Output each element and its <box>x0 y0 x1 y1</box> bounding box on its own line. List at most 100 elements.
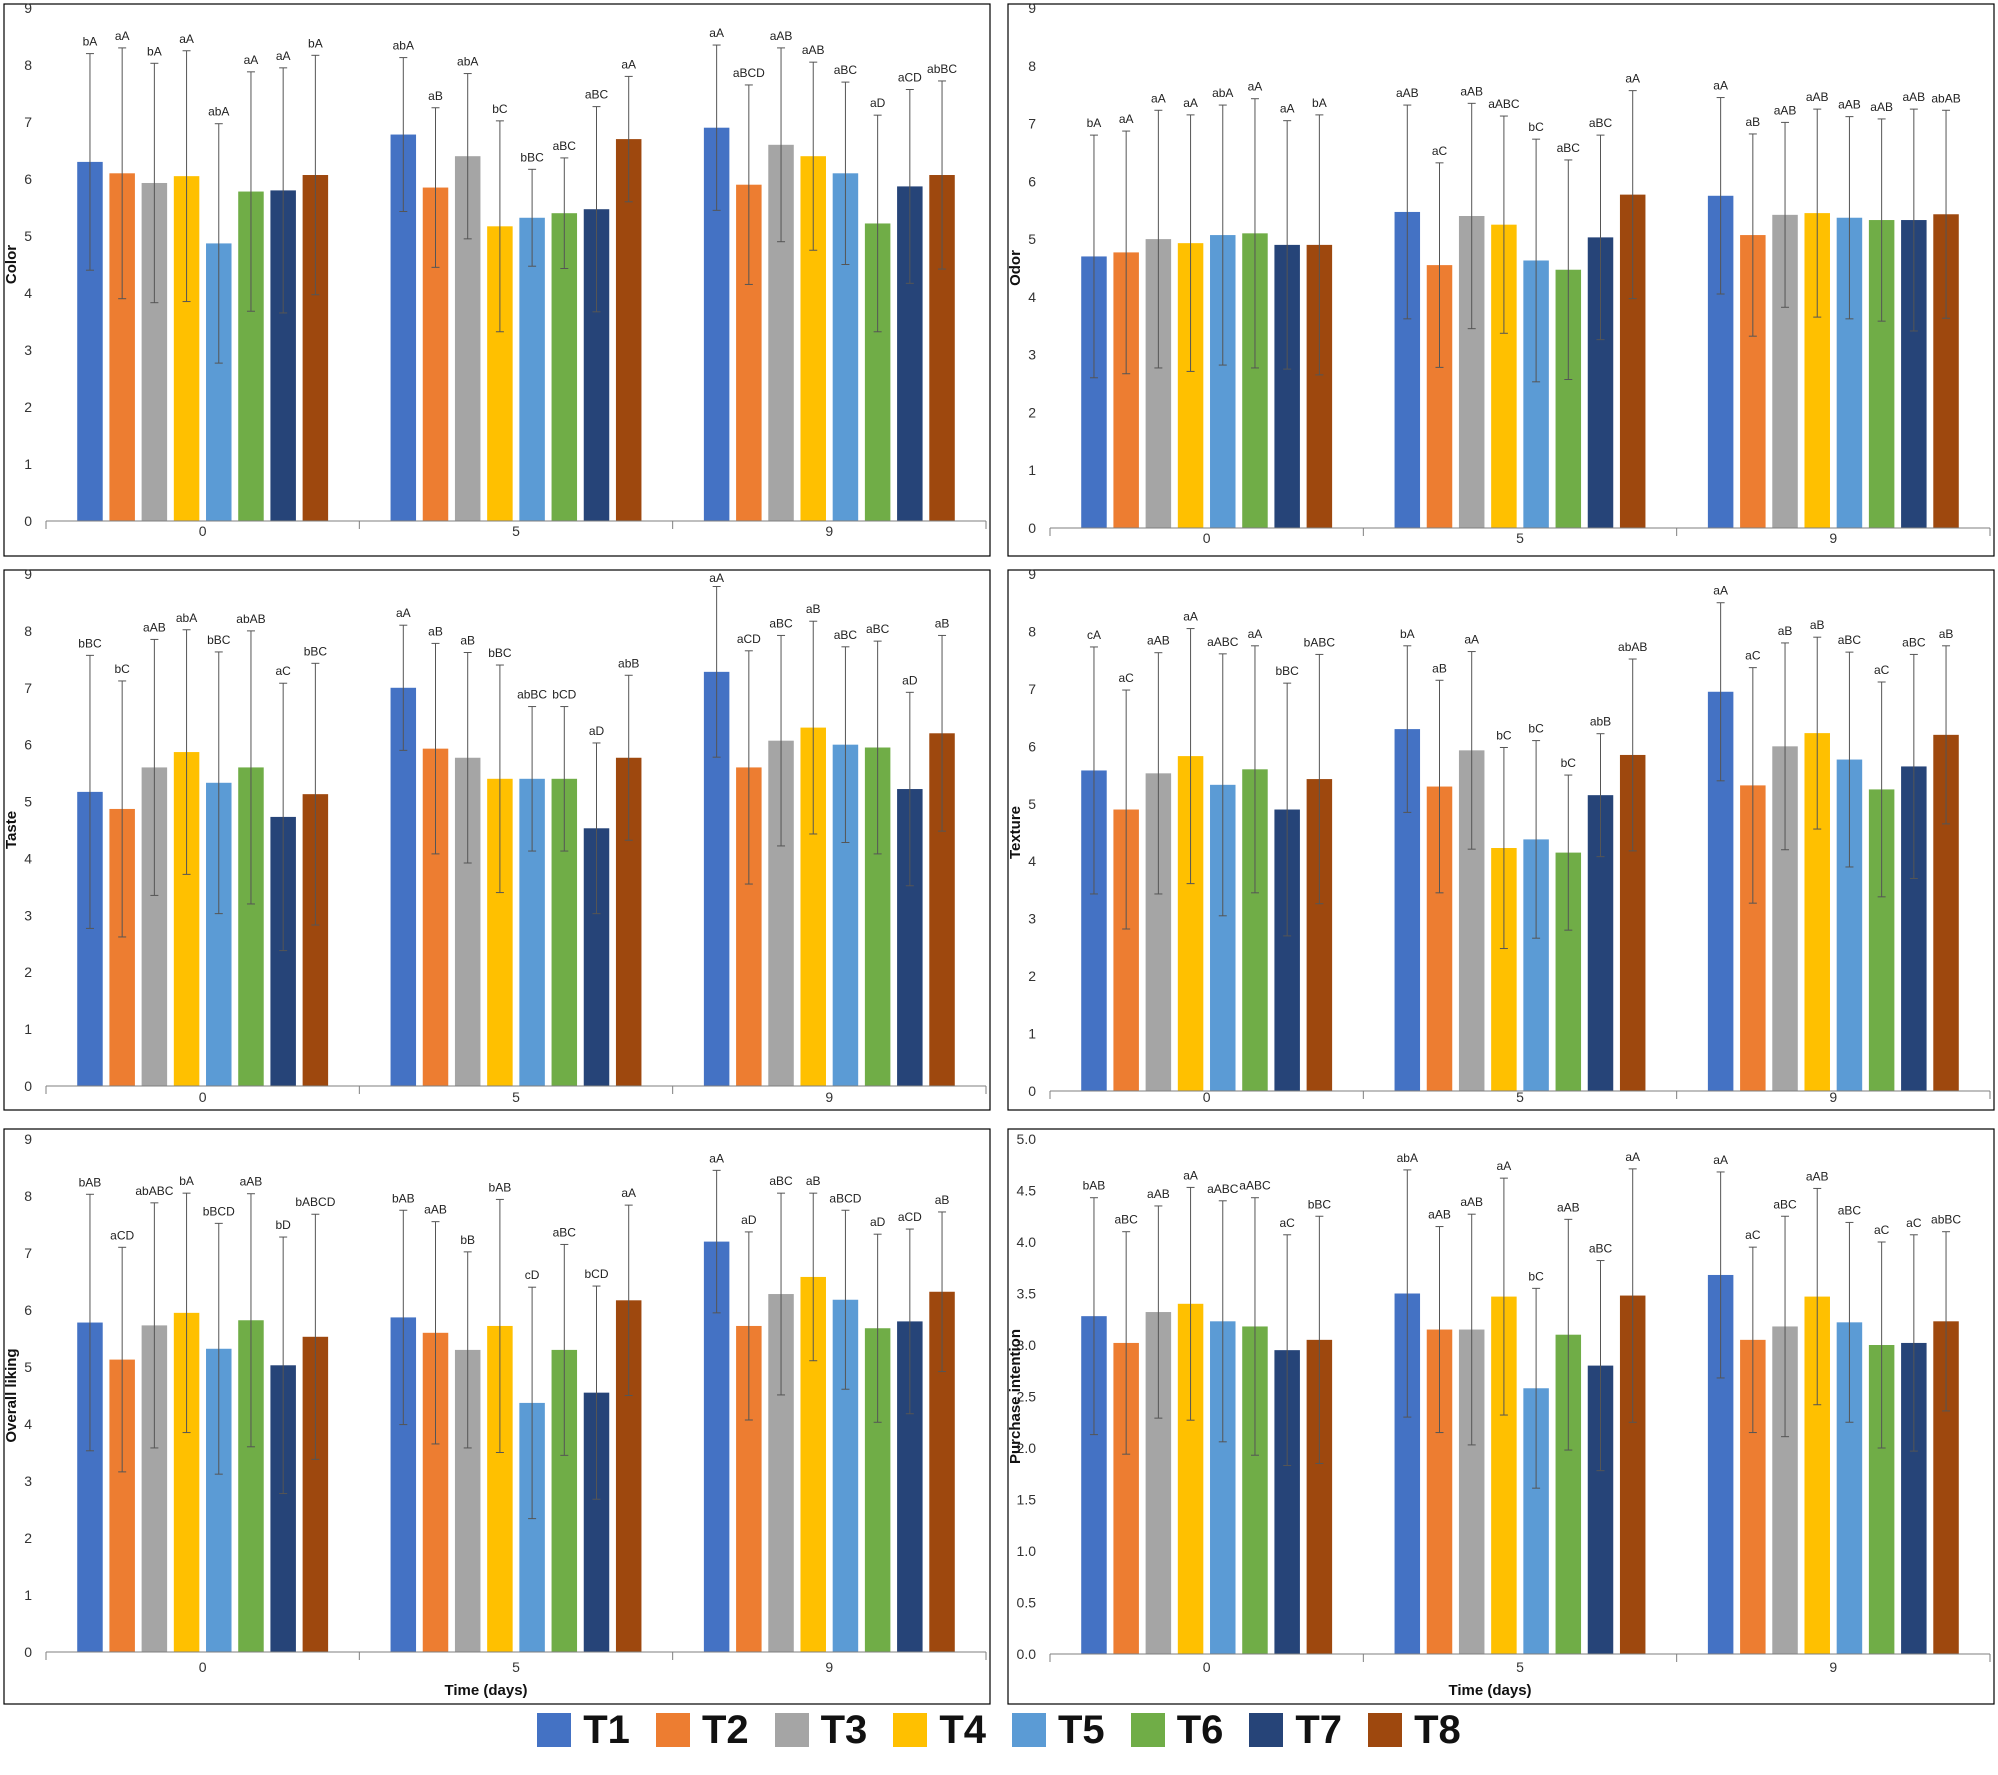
y-tick-label: 4 <box>24 285 32 301</box>
significance-label: bC <box>1528 722 1544 736</box>
legend-label: T2 <box>701 1707 749 1752</box>
significance-label: aABC <box>1239 1179 1271 1193</box>
y-tick-label: 5 <box>24 794 32 810</box>
significance-label: aC <box>1279 1216 1295 1230</box>
legend-item-t6: T6 <box>1130 1708 1223 1753</box>
significance-label: aB <box>1939 627 1954 641</box>
x-tick-label: 5 <box>1516 1089 1524 1105</box>
legend-item-t3: T3 <box>774 1708 867 1753</box>
y-tick-label: 0 <box>1028 520 1036 536</box>
x-axis-label: Time (days) <box>444 1682 527 1699</box>
y-tick-label: 2 <box>24 399 32 415</box>
significance-label: aBC <box>769 616 793 630</box>
significance-label: aD <box>902 673 918 687</box>
bar <box>519 217 545 521</box>
x-tick-label: 0 <box>1203 1659 1211 1675</box>
y-tick-label: 8 <box>24 1188 32 1204</box>
chart-panel-6: 0.0 0.5 1.0 1.5 2.0 2.5 3.0 3.5 4.0 4.5 5.0 Purchas… <box>1007 1128 1995 1705</box>
significance-label: bA <box>83 35 98 49</box>
significance-label: bBC <box>1308 1197 1332 1211</box>
significance-label: aA <box>709 571 724 585</box>
x-tick-label: 0 <box>1203 1089 1211 1105</box>
significance-label: bBCD <box>203 1204 235 1218</box>
significance-label: aA <box>1183 610 1198 624</box>
y-tick-label: 1 <box>1028 462 1036 478</box>
y-tick-label: 9 <box>1028 0 1036 16</box>
significance-label: aAB <box>1806 1169 1829 1183</box>
y-tick-label: 6 <box>24 737 32 753</box>
significance-label: aBCD <box>829 1191 861 1205</box>
significance-label: aA <box>709 26 724 40</box>
y-tick-label: 7 <box>1028 681 1036 697</box>
significance-label: bABC <box>1304 635 1336 649</box>
legend-label: T1 <box>583 1707 630 1752</box>
y-tick-label: 6 <box>1028 738 1036 754</box>
significance-label: aBC <box>1838 633 1862 647</box>
y-tick-label: 3 <box>1028 911 1036 927</box>
y-tick-label: 1 <box>24 1587 32 1603</box>
significance-label: bB <box>460 1233 475 1247</box>
y-tick-label: 5 <box>24 228 32 244</box>
significance-label: aAB <box>1147 1187 1170 1201</box>
significance-label: aA <box>1119 112 1134 126</box>
significance-label: aA <box>1713 584 1728 598</box>
significance-label: aAB <box>1428 1208 1451 1222</box>
significance-label: abA <box>457 55 478 69</box>
significance-label: aA <box>621 57 636 71</box>
legend-swatch <box>1130 1713 1165 1747</box>
significance-label: aA <box>179 32 194 46</box>
significance-label: bBC <box>520 150 544 164</box>
legend-swatch <box>1368 1713 1403 1747</box>
significance-label: aCD <box>898 71 922 85</box>
significance-label: bBC <box>207 633 231 647</box>
significance-label: bCD <box>552 688 576 702</box>
significance-label: aA <box>1183 1168 1198 1182</box>
x-tick-label: 9 <box>1829 530 1837 546</box>
y-tick-label: 8 <box>1028 623 1036 639</box>
significance-label: aA <box>276 49 291 63</box>
y-tick-label: 5 <box>1028 796 1036 812</box>
y-tick-label: 0 <box>24 1078 32 1094</box>
legend-item-t8: T8 <box>1368 1708 1461 1753</box>
significance-label: aD <box>870 1215 886 1229</box>
significance-label: aB <box>460 634 475 648</box>
x-tick-label: 0 <box>199 523 207 539</box>
significance-label: bC <box>492 102 508 116</box>
legend-item-t5: T5 <box>1012 1708 1105 1753</box>
significance-label: aAB <box>1147 634 1170 648</box>
significance-label: bBC <box>78 636 102 650</box>
significance-label: aC <box>1118 671 1134 685</box>
significance-label: bAB <box>489 1180 512 1194</box>
y-tick-label: 0.0 <box>1017 1646 1037 1662</box>
significance-label: aC <box>1745 1228 1761 1242</box>
significance-label: aB <box>428 624 443 638</box>
y-tick-label: 0 <box>24 513 32 529</box>
significance-label: bBC <box>304 644 328 658</box>
significance-label: aB <box>1778 624 1793 638</box>
significance-label: aA <box>621 1186 636 1200</box>
significance-label: bC <box>114 662 130 676</box>
y-tick-label: 2 <box>1028 968 1036 984</box>
significance-label: aABC <box>1207 1182 1239 1196</box>
significance-label: bAB <box>79 1175 102 1189</box>
x-tick-label: 5 <box>512 1659 520 1675</box>
chart-panel-2: 0 1 2 3 4 5 6 7 8 9 Odor bA aAB aA aA aC aB aA aAB aAB aA aAB… <box>1007 0 1995 557</box>
y-tick-label: 0 <box>1028 1083 1036 1099</box>
y-tick-label: 3 <box>1028 347 1036 363</box>
y-tick-label: 6 <box>24 1302 32 1318</box>
y-tick-label: 7 <box>24 114 32 130</box>
significance-label: bC <box>1496 728 1512 742</box>
significance-label: aBC <box>1114 1213 1138 1227</box>
y-tick-label: 1 <box>24 456 32 472</box>
significance-label: bC <box>1561 756 1577 770</box>
x-tick-label: 9 <box>1829 1089 1837 1105</box>
significance-label: aAB <box>240 1175 263 1189</box>
y-tick-label: 2 <box>1028 404 1036 420</box>
significance-label: aAB <box>1774 103 1797 117</box>
y-tick-label: 5.0 <box>1017 1131 1037 1147</box>
legend: T1 T2 T3 T4 T5 T6 T7 T8 <box>0 1702 1998 1758</box>
significance-label: aC <box>1745 649 1761 663</box>
y-tick-label: 0 <box>24 1644 32 1660</box>
x-tick-label: 5 <box>512 1089 520 1105</box>
legend-swatch <box>1012 1713 1046 1747</box>
